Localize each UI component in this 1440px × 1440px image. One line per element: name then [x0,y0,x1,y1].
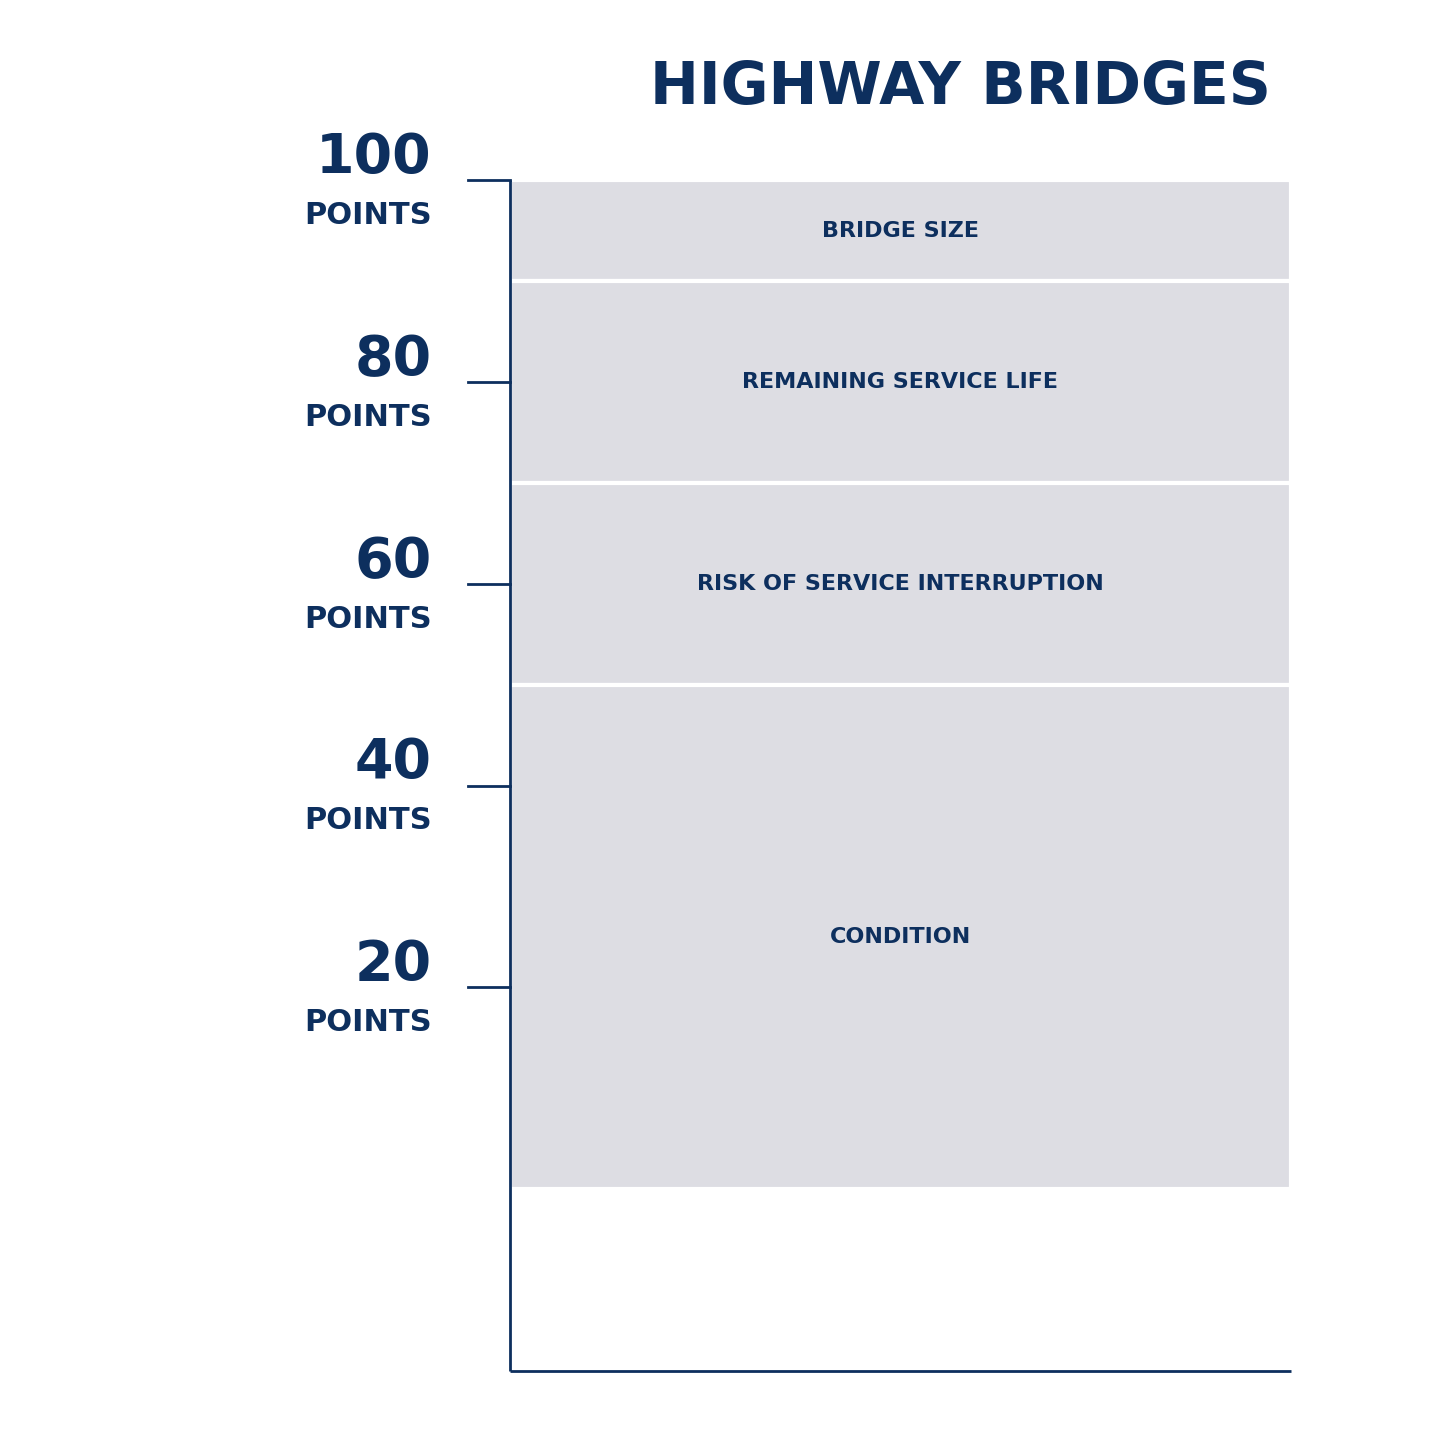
Text: RISK OF SERVICE INTERRUPTION: RISK OF SERVICE INTERRUPTION [697,573,1103,593]
Bar [510,482,1292,684]
Bar [510,281,1292,482]
Text: 20: 20 [354,939,432,992]
Text: 40: 40 [354,736,432,791]
Text: POINTS: POINTS [304,1008,432,1037]
Text: POINTS: POINTS [304,605,432,634]
Text: BRIDGE SIZE: BRIDGE SIZE [822,220,979,240]
Text: 60: 60 [354,534,432,589]
Text: 100: 100 [315,131,432,184]
Text: HIGHWAY BRIDGES: HIGHWAY BRIDGES [649,59,1272,117]
Text: POINTS: POINTS [304,202,432,230]
Text: CONDITION: CONDITION [829,927,971,948]
Text: POINTS: POINTS [304,403,432,432]
Text: 80: 80 [354,333,432,387]
Text: REMAINING SERVICE LIFE: REMAINING SERVICE LIFE [742,372,1058,392]
Bar [510,684,1292,1189]
Text: POINTS: POINTS [304,806,432,835]
Bar [510,180,1292,281]
